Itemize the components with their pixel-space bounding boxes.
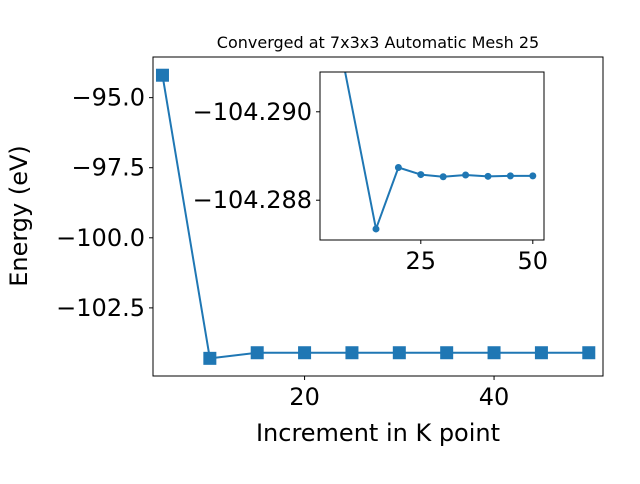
inset-plot: 25 50 −104.290 −104.288 bbox=[193, 71, 548, 275]
main-data-point bbox=[440, 346, 454, 360]
y-axis-label: Energy (eV) bbox=[5, 145, 33, 287]
inset-axis-ticks: 25 50 −104.290 −104.288 bbox=[193, 98, 548, 275]
inset-data-point bbox=[484, 172, 492, 180]
inset-series bbox=[344, 72, 537, 233]
main-data-point bbox=[582, 346, 596, 360]
main-y-tick-label: −102.5 bbox=[56, 294, 145, 322]
inset-data-point bbox=[439, 173, 447, 181]
inset-x-tick-label: 50 bbox=[518, 247, 549, 275]
inset-data-point bbox=[417, 171, 425, 179]
main-data-point bbox=[392, 346, 406, 360]
main-data-point bbox=[203, 351, 217, 365]
inset-plot-frame bbox=[319, 71, 545, 241]
main-data-point bbox=[298, 346, 312, 360]
inset-data-point bbox=[529, 172, 537, 180]
inset-data-point bbox=[462, 171, 470, 179]
chart-title: Converged at 7x3x3 Automatic Mesh 25 bbox=[217, 33, 539, 52]
main-series-line bbox=[161, 75, 589, 360]
main-x-tick-label: 40 bbox=[479, 383, 510, 411]
inset-data-point bbox=[372, 225, 380, 233]
main-y-tick-label: −100.0 bbox=[56, 224, 145, 252]
main-data-point bbox=[534, 346, 548, 360]
inset-y-tick-label: −104.288 bbox=[193, 186, 312, 214]
main-y-tick-label: −95.0 bbox=[71, 84, 145, 112]
main-x-tick-label: 20 bbox=[289, 383, 320, 411]
main-data-point bbox=[250, 346, 264, 360]
main-plot: Converged at 7x3x3 Automatic Mesh 25 20 4… bbox=[5, 33, 604, 447]
main-data-point bbox=[345, 346, 359, 360]
main-series bbox=[155, 68, 596, 365]
main-data-point bbox=[487, 346, 501, 360]
inset-plot-background bbox=[320, 72, 544, 240]
main-y-tick-label: −97.5 bbox=[71, 154, 145, 182]
main-axis-ticks: 20 40 −95.0 −97.5 −100.0 −102.5 bbox=[56, 84, 509, 411]
x-axis-label: Increment in K point bbox=[256, 419, 500, 447]
inset-data-point bbox=[394, 163, 402, 171]
main-data-point bbox=[155, 68, 169, 82]
inset-y-tick-label: −104.290 bbox=[193, 98, 312, 126]
main-plot-frame bbox=[152, 56, 604, 377]
inset-x-tick-label: 25 bbox=[406, 247, 437, 275]
inset-data-point bbox=[506, 172, 514, 180]
